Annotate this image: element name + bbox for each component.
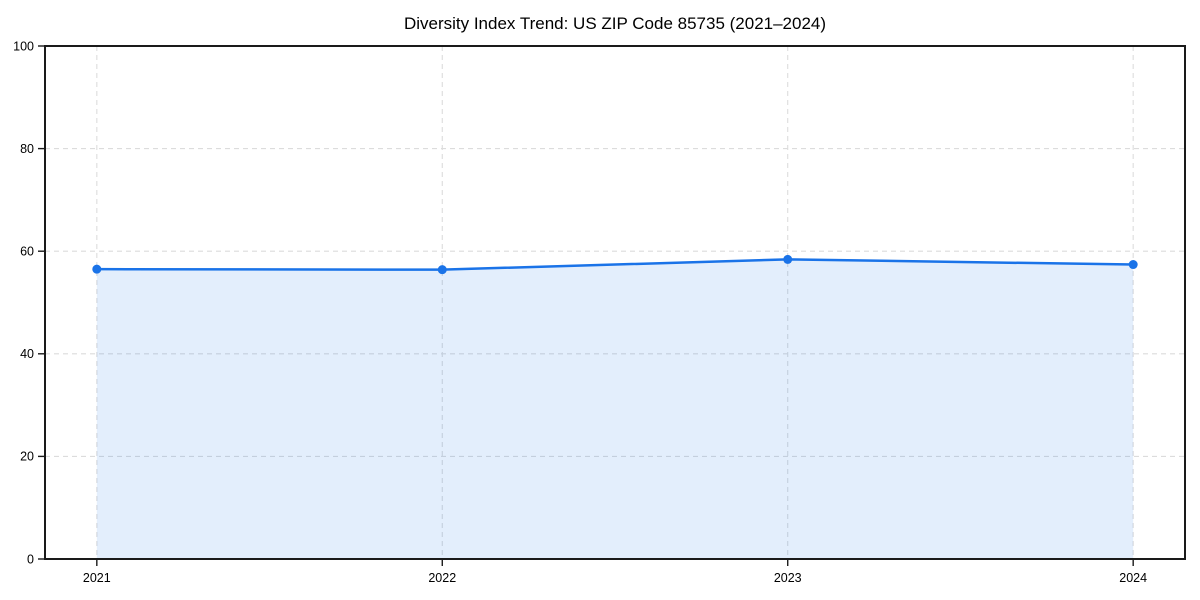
area-fill — [96, 259, 1134, 559]
axis-tick-labels: 0 20 40 60 80 100 2021 2022 2023 2024 — [13, 39, 1147, 585]
chart-title: Diversity Index Trend: US ZIP Code 85735… — [404, 14, 826, 33]
axis-ticks — [38, 45, 1134, 566]
gridlines — [45, 46, 1185, 559]
y-tick-label: 0 — [27, 552, 34, 566]
x-tick-label: 2024 — [1119, 571, 1147, 585]
data-point-2022 — [437, 265, 447, 275]
data-points — [92, 254, 1138, 275]
data-point-2024 — [1128, 260, 1138, 270]
x-tick-label: 2021 — [83, 571, 111, 585]
x-tick-label: 2023 — [774, 571, 802, 585]
chart-layers: 0 20 40 60 80 100 2021 2022 2023 2024 — [13, 39, 1186, 585]
y-tick-label: 20 — [20, 450, 34, 464]
y-tick-label: 60 — [20, 244, 34, 258]
y-tick-label: 40 — [20, 347, 34, 361]
data-point-2021 — [92, 264, 102, 274]
x-tick-label: 2022 — [428, 571, 456, 585]
y-tick-label: 100 — [13, 39, 34, 53]
y-tick-label: 80 — [20, 142, 34, 156]
plot-border — [44, 45, 1186, 560]
data-point-2023 — [783, 254, 793, 264]
trend-line — [95, 258, 1135, 271]
